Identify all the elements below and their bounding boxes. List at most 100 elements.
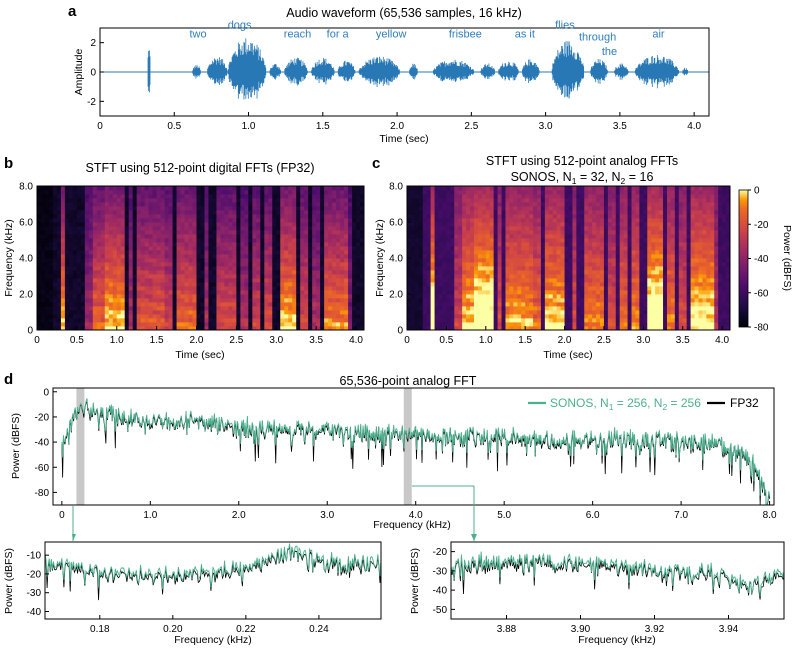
spectrogram-cell (481, 202, 487, 207)
spectrogram-cell (493, 202, 498, 207)
spectrogram-cell (450, 202, 455, 207)
spectrogram-cell (64, 298, 70, 303)
spectrogram-cell (418, 322, 424, 327)
spectrogram-cell (332, 298, 337, 303)
spectrogram-cell (220, 274, 225, 279)
spectrogram-cell (584, 262, 589, 267)
spectrogram-cell (268, 198, 273, 203)
spectrogram-cell (236, 282, 241, 287)
spectrogram-cell (564, 286, 569, 291)
spectrogram-cell (156, 262, 162, 267)
spectrogram-cell (454, 250, 459, 255)
spectrogram-cell (611, 318, 617, 323)
spectrogram-cell (236, 274, 241, 279)
spectrogram-cell (529, 190, 534, 195)
spectrogram-cell (442, 258, 447, 263)
spectrogram-cell (244, 286, 249, 291)
spectrogram-cell (64, 322, 70, 327)
spectrogram-cell (288, 278, 293, 283)
spectrogram-cell (446, 318, 451, 323)
spectrogram-cell (576, 226, 581, 231)
spectrogram-cell (288, 254, 293, 259)
spectrogram-cell (324, 318, 329, 323)
spectrogram-cell (108, 234, 114, 239)
spectrogram-cell (348, 302, 353, 307)
spectrogram-cell (533, 226, 538, 231)
spectrogram-cell (446, 206, 451, 211)
spectrogram-cell (96, 306, 102, 311)
spectrogram-cell (473, 286, 479, 291)
spectrogram-cell (485, 274, 491, 279)
spectrogram-cell (37, 206, 42, 211)
spectrogram-cell (407, 258, 412, 263)
spectrogram-cell (176, 270, 181, 275)
spectrogram-cell (152, 270, 158, 275)
spectrogram-cell (264, 286, 269, 291)
spectrogram-cell (252, 238, 257, 243)
spectrogram-cell (56, 230, 62, 235)
spectrogram-cell (509, 238, 514, 243)
spectrogram-cell (607, 246, 613, 251)
spectrogram-cell (352, 262, 357, 267)
spectrogram-cell (136, 294, 142, 299)
spectrogram-cell (184, 198, 189, 203)
spectrogram-cell (152, 274, 158, 279)
spectrogram-cell (244, 266, 249, 271)
spectrogram-cell (100, 194, 106, 199)
spectrogram-cell (493, 290, 498, 295)
spectrogram-cell (296, 318, 301, 323)
spectrogram-cell (422, 206, 428, 211)
spectrogram-cell (100, 222, 106, 227)
spectrogram-cell (108, 294, 114, 299)
spectrogram-cell (128, 322, 134, 327)
spectrogram-cell (148, 242, 154, 247)
spectrogram-cell (312, 318, 317, 323)
spectrogram-cell (68, 294, 74, 299)
spectrogram-cell (540, 206, 546, 211)
spectrogram-cell (216, 242, 221, 247)
spectrogram-cell (156, 246, 162, 251)
spectrogram-cell (450, 238, 455, 243)
spectrogram-cell (48, 190, 54, 195)
spectrogram-cell (48, 250, 54, 255)
spectrogram-cell (52, 238, 58, 243)
spectrogram-cell (260, 226, 265, 231)
spectrogram-cell (497, 190, 502, 195)
spectrogram-cell (160, 322, 166, 327)
spectrogram-cell (88, 294, 94, 299)
spectrogram-cell (552, 214, 558, 219)
spectrogram-cell (497, 230, 502, 235)
spectrogram-cell (446, 298, 451, 303)
spectrogram-cell (320, 322, 325, 327)
spectrogram-cell (64, 206, 70, 211)
spectrogram-cell (344, 230, 349, 235)
spectrogram-cell (434, 194, 439, 199)
spectrogram-cell (607, 210, 613, 215)
spectrogram-cell (88, 206, 94, 211)
spectrogram-cell (116, 262, 122, 267)
spectrogram-cell (144, 202, 150, 207)
spectrogram-cell (418, 326, 424, 331)
spectrogram-cell (501, 230, 506, 235)
spectrogram-cell (144, 198, 150, 203)
spectrogram-cell (600, 202, 605, 207)
spectrogram-cell (360, 318, 365, 323)
spectrogram-cell (168, 322, 173, 327)
spectrogram-cell (521, 202, 526, 207)
spectrogram-cell (208, 258, 213, 263)
spectrogram-cell (533, 270, 538, 275)
spectrogram-cell (560, 194, 565, 199)
spectrogram-cell (501, 222, 506, 227)
spectrogram-cell (414, 238, 420, 243)
spectrogram-cell (442, 186, 447, 191)
spectrogram-cell (600, 194, 605, 199)
spectrogram-cell (156, 238, 162, 243)
spectrogram-cell (188, 234, 193, 239)
spectrogram-cell (328, 250, 333, 255)
waveform-segment (480, 63, 495, 79)
spectrogram-cell (517, 238, 522, 243)
spectrogram-cell (525, 314, 530, 319)
spectrogram-cell (228, 314, 233, 319)
spectrogram-cell (422, 234, 428, 239)
spectrogram-cell (422, 238, 428, 243)
